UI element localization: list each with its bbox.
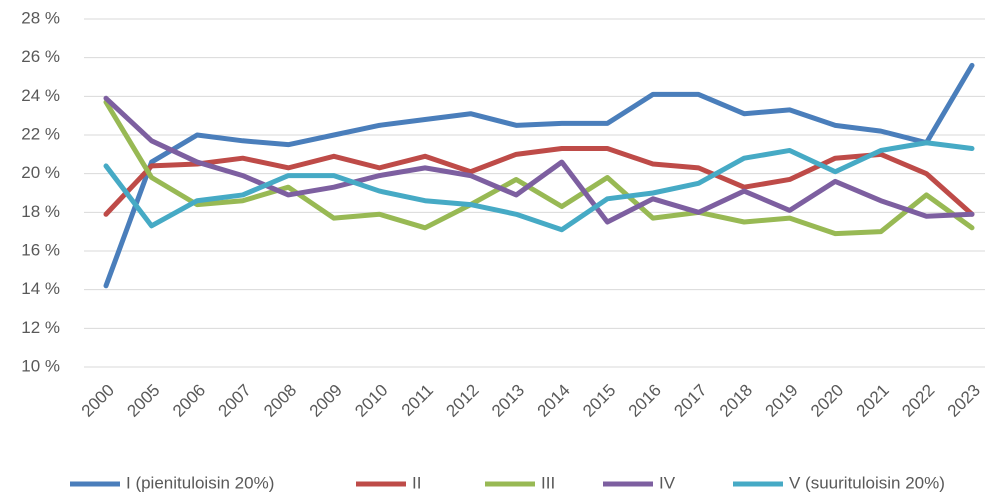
legend-item: I (pienituloisin 20%) [70, 473, 274, 492]
x-tick-label: 2021 [853, 381, 893, 421]
x-tick-label: 2009 [306, 381, 346, 421]
x-tick-label: 2005 [123, 381, 163, 421]
legend-label: II [412, 473, 421, 492]
x-tick-label: 2014 [534, 381, 574, 421]
x-tick-label: 2012 [442, 381, 482, 421]
x-tick-label: 2011 [398, 381, 437, 420]
x-tick-label: 2010 [351, 381, 391, 421]
x-tick-label: 2006 [169, 381, 209, 421]
legend-label: V (suurituloisin 20%) [789, 473, 945, 492]
x-tick-label: 2016 [625, 381, 665, 421]
y-tick-label: 14 % [21, 279, 60, 298]
x-tick-label: 2008 [260, 381, 300, 421]
series-line [103, 62, 975, 289]
y-tick-label: 10 % [21, 356, 60, 375]
legend-item: II [356, 473, 421, 492]
series-line [103, 95, 975, 225]
x-tick-label: 2017 [670, 381, 710, 421]
x-tick-label: 2022 [898, 381, 938, 421]
x-tick-label: 2007 [215, 381, 255, 421]
x-tick-label: 2000 [78, 381, 118, 421]
legend-item: IV [603, 473, 676, 492]
y-tick-label: 24 % [21, 86, 60, 105]
legend-label: IV [659, 473, 676, 492]
legend-label: III [541, 473, 555, 492]
y-tick-label: 28 % [21, 8, 60, 27]
legend-label: I (pienituloisin 20%) [126, 473, 274, 492]
legend-item: V (suurituloisin 20%) [733, 473, 945, 492]
x-tick-label: 2023 [944, 381, 984, 421]
x-tick-label: 2020 [807, 381, 847, 421]
x-tick-label: 2018 [716, 381, 756, 421]
x-tick-label: 2015 [579, 381, 619, 421]
y-tick-label: 22 % [21, 124, 60, 143]
y-tick-label: 18 % [21, 202, 60, 221]
x-tick-label: 2013 [488, 381, 528, 421]
y-tick-label: 12 % [21, 318, 60, 337]
legend-item: III [485, 473, 555, 492]
y-tick-label: 26 % [21, 47, 60, 66]
series-line [103, 140, 975, 233]
series-line [103, 146, 975, 217]
series-line [103, 99, 975, 237]
y-tick-label: 20 % [21, 163, 60, 182]
y-tick-label: 16 % [21, 240, 60, 259]
x-tick-label: 2019 [762, 381, 802, 421]
